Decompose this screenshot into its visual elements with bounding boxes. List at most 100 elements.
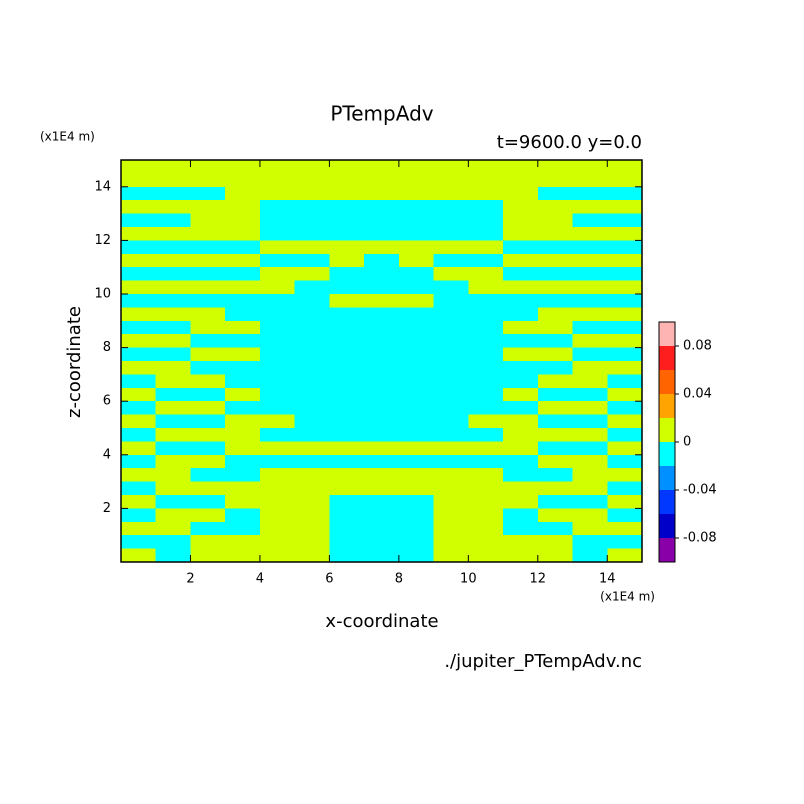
contour-cell bbox=[433, 414, 469, 429]
contour-cell bbox=[572, 481, 608, 496]
contour-cell bbox=[503, 521, 539, 536]
contour-cell bbox=[225, 521, 261, 536]
x-tick-label: 8 bbox=[395, 572, 403, 587]
contour-cell bbox=[537, 347, 574, 362]
y-axis-label: z-coordinate bbox=[64, 306, 85, 418]
contour-cell bbox=[572, 374, 608, 389]
contour-cell bbox=[503, 173, 539, 188]
contour-cell bbox=[190, 535, 226, 550]
contour-cell bbox=[121, 253, 157, 268]
contour-cell bbox=[364, 495, 400, 509]
contour-cell bbox=[294, 347, 330, 362]
contour-cell bbox=[537, 361, 574, 375]
contour-cell bbox=[468, 253, 504, 268]
contour-cell bbox=[294, 240, 330, 255]
plot-frame bbox=[120, 159, 643, 563]
contour-cell bbox=[225, 294, 261, 308]
contour-cell bbox=[364, 387, 400, 402]
contour-cell bbox=[259, 495, 296, 509]
contour-cell bbox=[190, 160, 226, 174]
contour-cell bbox=[259, 468, 296, 483]
contour-cell bbox=[329, 495, 365, 509]
contour-cell bbox=[329, 213, 365, 228]
contour-cell bbox=[503, 253, 539, 268]
contour-cell bbox=[572, 401, 608, 416]
contour-cell bbox=[259, 240, 296, 255]
contour-cell bbox=[364, 173, 400, 188]
contour-cell bbox=[121, 508, 157, 523]
contour-cell bbox=[190, 294, 226, 308]
contour-cell bbox=[503, 535, 539, 550]
contour-cell bbox=[259, 186, 296, 201]
contour-cell bbox=[537, 280, 574, 295]
contour-cell bbox=[294, 401, 330, 416]
contour-cell bbox=[121, 213, 157, 228]
contour-cell bbox=[155, 186, 191, 201]
contour-cell bbox=[537, 521, 574, 536]
contour-cell bbox=[537, 401, 574, 416]
contour-cell bbox=[190, 213, 226, 228]
contour-cell bbox=[503, 508, 539, 523]
contour-cell bbox=[364, 267, 400, 282]
x-tick-label: 12 bbox=[530, 572, 547, 587]
contour-cell bbox=[503, 294, 539, 308]
contour-cell bbox=[468, 267, 504, 282]
contour-cell bbox=[433, 481, 469, 496]
contour-cell bbox=[121, 334, 157, 349]
contour-cell bbox=[433, 535, 469, 550]
contour-cell bbox=[468, 173, 504, 188]
contour-cell bbox=[329, 173, 365, 188]
x-tick-label: 10 bbox=[460, 572, 477, 587]
contour-cell bbox=[121, 294, 157, 308]
contour-cell bbox=[294, 280, 330, 295]
contour-cell bbox=[503, 481, 539, 496]
contour-cell bbox=[537, 454, 574, 469]
contour-cell bbox=[155, 267, 191, 282]
contour-cell bbox=[433, 347, 469, 362]
contour-cell bbox=[607, 414, 643, 429]
colorbar-tick-label: -0.08 bbox=[683, 531, 717, 546]
contour-cell bbox=[329, 548, 365, 563]
contour-cell bbox=[607, 548, 643, 563]
contour-cell bbox=[537, 414, 574, 429]
contour-cell bbox=[398, 186, 435, 201]
contour-cell bbox=[433, 186, 469, 201]
contour-cell bbox=[364, 401, 400, 416]
contour-cell bbox=[468, 200, 504, 215]
contour-cell bbox=[329, 361, 365, 375]
contour-cell bbox=[294, 508, 330, 523]
colorbar-swatch bbox=[659, 346, 675, 370]
contour-cell bbox=[121, 186, 157, 201]
contour-cell bbox=[433, 548, 469, 563]
contour-cell bbox=[398, 294, 435, 308]
contour-cell bbox=[364, 213, 400, 228]
contour-cell bbox=[364, 200, 400, 215]
contour-cell bbox=[225, 468, 261, 483]
contour-cell bbox=[364, 280, 400, 295]
contour-cell bbox=[364, 481, 400, 496]
colorbar-tick-label: -0.04 bbox=[683, 483, 717, 498]
contour-cell bbox=[225, 548, 261, 563]
contour-cell bbox=[294, 334, 330, 349]
contour-cell bbox=[329, 227, 365, 241]
contour-cell bbox=[259, 294, 296, 308]
colorbar-tick-label: 0 bbox=[683, 435, 691, 450]
contour-cell bbox=[121, 374, 157, 389]
contour-cell bbox=[155, 361, 191, 375]
contour-cell bbox=[433, 253, 469, 268]
contour-cell bbox=[572, 495, 608, 509]
contour-cell bbox=[155, 160, 191, 174]
contour-cell bbox=[225, 267, 261, 282]
contour-cell bbox=[433, 468, 469, 483]
contour-cell bbox=[294, 414, 330, 429]
y-tick-label: 2 bbox=[103, 501, 111, 516]
contour-cell bbox=[607, 253, 643, 268]
contour-cell bbox=[398, 334, 435, 349]
contour-cell bbox=[294, 253, 330, 268]
contour-cell bbox=[537, 186, 574, 201]
contour-cell bbox=[329, 240, 365, 255]
contour-cell bbox=[190, 361, 226, 375]
contour-cell bbox=[364, 320, 400, 335]
y-tick-label: 8 bbox=[103, 340, 111, 355]
contour-cell bbox=[503, 334, 539, 349]
